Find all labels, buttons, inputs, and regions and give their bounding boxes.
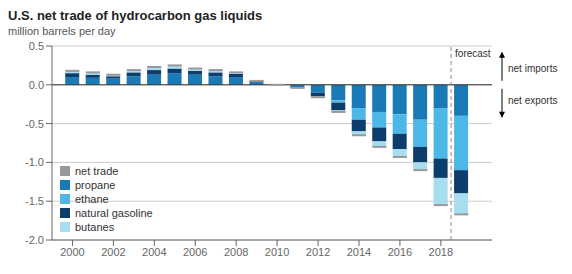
svg-text:2008: 2008 <box>224 246 248 258</box>
html-text:U.S. net trade of hydrocarbon: U.S. net trade of hydrocarbon gas liquid… <box>8 8 263 23</box>
svg-text:2012: 2012 <box>306 246 330 258</box>
svg-text:2014: 2014 <box>347 246 371 258</box>
html-text:butanes: butanes <box>75 221 115 233</box>
svg-text:2016: 2016 <box>388 246 412 258</box>
svg-text:-0.5: -0.5 <box>25 118 44 130</box>
svg-text:2000: 2000 <box>60 246 84 258</box>
svg-text:2004: 2004 <box>142 246 166 258</box>
html-text:propane: propane <box>75 179 116 191</box>
svg-text:-1.5: -1.5 <box>25 195 44 207</box>
svg-text:-1.0: -1.0 <box>25 156 44 168</box>
html-text:ethane: ethane <box>75 193 109 205</box>
svg-text:2002: 2002 <box>101 246 125 258</box>
svg-text:-2.0: -2.0 <box>25 234 44 246</box>
html-text:net trade: net trade <box>75 165 119 177</box>
svg-text:2018: 2018 <box>429 246 453 258</box>
svg-text:net exports: net exports <box>508 95 557 106</box>
svg-text:net imports: net imports <box>508 63 557 74</box>
html-text:natural gasoline: natural gasoline <box>75 207 153 219</box>
svg-text:0.0: 0.0 <box>29 79 44 91</box>
svg-text:forecast: forecast <box>455 48 491 59</box>
svg-text:2010: 2010 <box>265 246 289 258</box>
svg-text:2006: 2006 <box>183 246 207 258</box>
svg-text:0.5: 0.5 <box>29 40 44 52</box>
html-text:million barrels per day: million barrels per day <box>8 25 116 37</box>
